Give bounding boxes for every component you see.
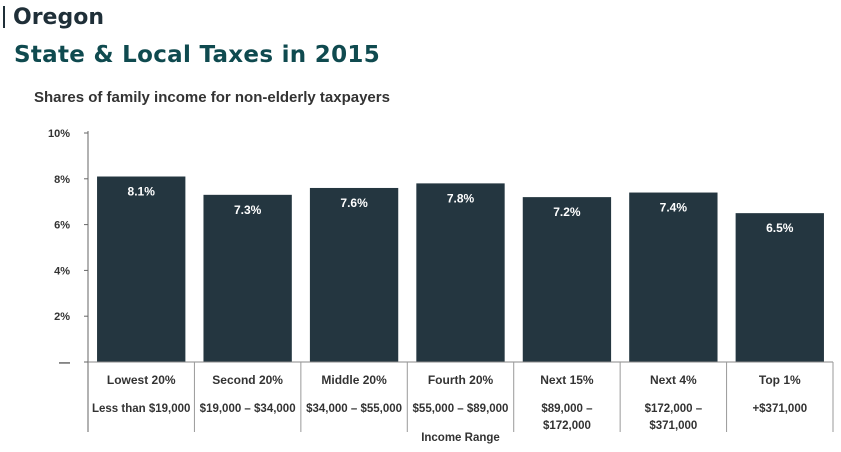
- data-label: 7.8%: [447, 191, 475, 205]
- bar: [522, 197, 612, 362]
- data-label: 7.2%: [553, 205, 581, 219]
- income-range-label: $55,000 – $89,000: [413, 403, 509, 415]
- x-category-label: Fourth 20%: [428, 373, 494, 387]
- bar: [203, 194, 292, 362]
- bar: [416, 183, 505, 362]
- chart-title: State & Local Taxes in 2015: [14, 42, 381, 68]
- x-category-label: Next 4%: [650, 373, 697, 387]
- income-range-label: $172,000 –: [645, 403, 703, 415]
- x-category-label: Second 20%: [212, 373, 283, 387]
- bar: [629, 192, 718, 362]
- income-range-label: Less than $19,000: [92, 403, 190, 415]
- income-range-label: $19,000 – $34,000: [200, 403, 296, 415]
- income-range-label: $172,000: [543, 420, 591, 432]
- income-range-label: $34,000 – $55,000: [306, 403, 402, 415]
- y-tick-label: 4%: [54, 265, 70, 277]
- y-tick-label: 10%: [48, 128, 70, 140]
- y-tick-label: 8%: [54, 174, 70, 186]
- income-range-label: $89,000 –: [541, 403, 593, 415]
- income-range-label: +$371,000: [752, 403, 807, 415]
- data-label: 7.3%: [234, 203, 262, 217]
- data-label: 7.4%: [660, 201, 688, 215]
- data-label: 8.1%: [128, 185, 156, 199]
- y-tick-label: 6%: [54, 220, 70, 232]
- bar: [309, 187, 399, 362]
- header-divider: [3, 6, 5, 28]
- y-tick-label: 2%: [54, 311, 70, 323]
- x-category-label: Next 15%: [540, 373, 594, 387]
- chart-subtitle: Shares of family income for non-elderly …: [34, 89, 390, 106]
- income-range-label: $371,000: [649, 420, 697, 432]
- x-category-label: Top 1%: [759, 373, 801, 387]
- bar: [97, 176, 186, 362]
- x-category-label: Middle 20%: [321, 373, 387, 387]
- x-category-label: Lowest 20%: [107, 373, 176, 387]
- bar: [735, 213, 824, 362]
- state-header: Oregon: [3, 4, 104, 30]
- data-label: 7.6%: [340, 196, 368, 210]
- data-label: 6.5%: [766, 221, 794, 235]
- y-tick-label: —: [59, 357, 70, 369]
- state-name: Oregon: [13, 4, 104, 30]
- x-axis-label: Income Range: [421, 432, 500, 444]
